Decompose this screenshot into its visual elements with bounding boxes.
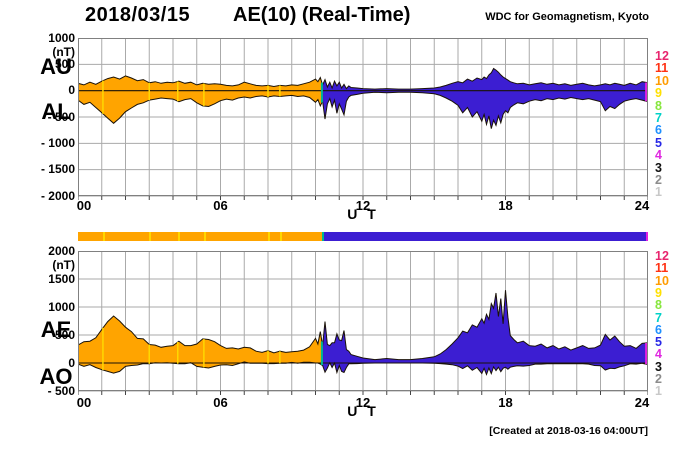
- x-tick-label: 06: [213, 395, 228, 410]
- station-count-7: 7: [655, 111, 662, 125]
- au-curve-segment: [78, 75, 323, 92]
- y-tick-label: 500: [54, 56, 75, 71]
- plot-border: [78, 38, 648, 196]
- y-tick-label: 1000: [48, 299, 75, 314]
- station-count-9: 9: [655, 86, 662, 101]
- station-count-6: 6: [655, 123, 662, 138]
- y-tick-label: - 1500: [40, 162, 75, 177]
- bar-transition-segment: [321, 232, 324, 241]
- bar-nine-station-tick: [149, 232, 152, 241]
- bar-nine-station-tick: [203, 232, 206, 241]
- station-count-4: 4: [655, 347, 662, 362]
- station-count-3: 3: [655, 160, 662, 175]
- au-curve-segment: [321, 67, 648, 92]
- bar-nine-station-tick: [177, 232, 180, 241]
- station-count-10: 10: [655, 73, 669, 88]
- x-tick-label: 00: [76, 395, 92, 410]
- bar-nine-station-tick: [102, 232, 105, 241]
- al-curve-segment: [321, 90, 648, 129]
- au-axis-label: AU: [40, 54, 72, 79]
- bottom-panel-ut-label: U T: [347, 403, 379, 419]
- y-tick-label: 2000: [48, 243, 75, 258]
- bar-nine-station-tick: [268, 232, 270, 241]
- al-curve-segment: [78, 90, 323, 124]
- station-count-5: 5: [655, 335, 662, 350]
- y-tick-label: - 500: [47, 383, 75, 398]
- station-count-4: 4: [655, 148, 662, 163]
- x-tick-label: 06: [213, 198, 228, 213]
- ao-curve-segment: [78, 361, 323, 374]
- al-axis-label: AL: [41, 99, 71, 124]
- station-color-bar: [78, 232, 649, 241]
- station-count-1: 1: [655, 185, 662, 200]
- station-count-5: 5: [655, 135, 662, 150]
- y-tick-label: 1000: [48, 30, 75, 45]
- station-count-6: 6: [655, 322, 662, 337]
- station-count-11: 11: [655, 261, 669, 276]
- top-panel-chart: [78, 38, 648, 200]
- bar-nine-station-tick: [279, 232, 282, 241]
- bar-five-station-segment: [323, 232, 648, 241]
- bar-ten-station-segment: [78, 232, 322, 241]
- station-count-8: 8: [655, 98, 662, 113]
- station-count-3: 3: [655, 359, 662, 374]
- y-tick-label: 500: [54, 327, 75, 342]
- x-tick-label: 00: [76, 198, 92, 213]
- ae-curve-segment: [78, 315, 323, 364]
- top-panel-ut-label: U T: [347, 206, 379, 222]
- ao-axis-label: AO: [39, 364, 73, 389]
- plot-date: 2018/03/15: [85, 4, 191, 26]
- station-count-2: 2: [655, 173, 662, 187]
- data-source: WDC for Geomagnetism, Kyoto: [485, 11, 649, 23]
- station-count-8: 8: [655, 298, 662, 313]
- y-tick-label: 0: [68, 355, 75, 370]
- unit-label: (nT): [52, 257, 75, 272]
- ae-curve-segment: [321, 290, 648, 364]
- station-count-9: 9: [655, 285, 662, 300]
- y-tick-label: 1500: [48, 271, 75, 286]
- y-tick-label: 0: [68, 83, 75, 98]
- station-count-12: 12: [655, 249, 669, 263]
- plot-title: AE(10) (Real-Time): [233, 4, 411, 26]
- x-tick-label: 12: [355, 395, 371, 410]
- plot-border: [78, 251, 648, 391]
- station-count-10: 10: [655, 273, 669, 288]
- station-count-2: 2: [655, 372, 662, 386]
- x-tick-label: 24: [634, 198, 650, 213]
- x-tick-label: 12: [355, 198, 371, 213]
- ae-axis-label: AE: [40, 317, 72, 342]
- station-count-1: 1: [655, 384, 662, 399]
- y-tick-label: - 2000: [40, 188, 75, 203]
- x-tick-label: 18: [498, 395, 513, 410]
- station-count-7: 7: [655, 310, 662, 325]
- created-timestamp: [Created at 2018-03-16 04:00UT]: [489, 425, 648, 437]
- x-tick-label: 24: [634, 395, 650, 410]
- bar-latest-segment: [646, 232, 649, 241]
- ao-curve-segment: [321, 361, 648, 376]
- station-count-12: 12: [655, 49, 669, 63]
- station-count-11: 11: [655, 61, 669, 76]
- bottom-panel-chart: [78, 251, 648, 395]
- unit-label: (nT): [52, 44, 75, 59]
- y-tick-label: - 500: [47, 109, 75, 124]
- y-tick-label: - 1000: [40, 135, 75, 150]
- x-tick-label: 18: [498, 198, 513, 213]
